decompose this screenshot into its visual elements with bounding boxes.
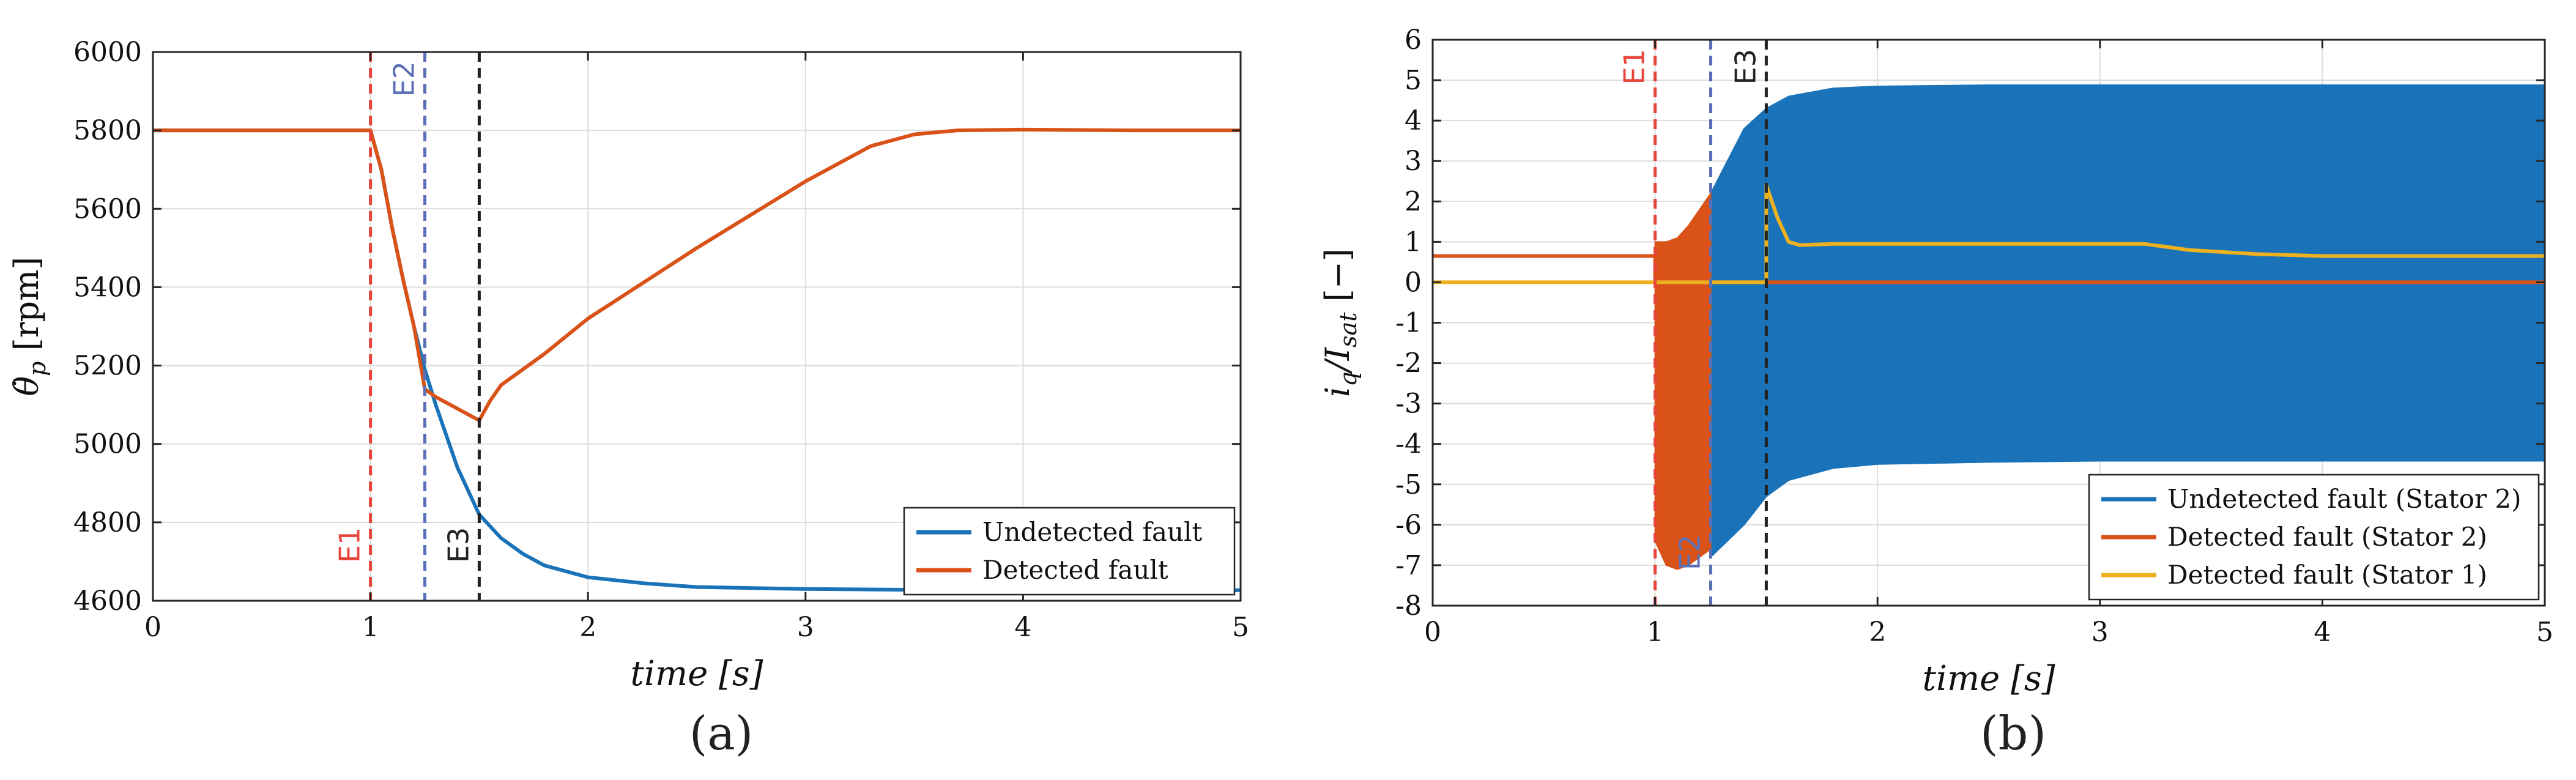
x-tick-label: 4 (2314, 617, 2331, 648)
y-tick-label: -5 (1395, 469, 1422, 500)
x-tick-label: 4 (1014, 612, 1031, 643)
legend: Undetected fault (Stator 2) Detected faul… (2088, 474, 2540, 601)
y-tick-label: -3 (1395, 388, 1422, 420)
y-tick-label: 6000 (73, 37, 142, 68)
x-tick-label: 3 (2092, 617, 2109, 648)
x-tick-label: 0 (144, 612, 161, 643)
y-tick-label: -6 (1395, 510, 1422, 541)
x-axis-label: time [s] (1923, 659, 2055, 699)
x-tick-label: 3 (797, 612, 814, 643)
event-label-e3: E3 (1729, 49, 1762, 84)
axes-frame (152, 51, 1242, 602)
x-tick-label: 2 (579, 612, 596, 643)
legend-box (2088, 474, 2540, 601)
legend-entry: Detected fault (Stator 2) (2167, 522, 2487, 552)
y-tick-label: -8 (1395, 590, 1422, 622)
y-tick-label: 2 (1405, 186, 1422, 217)
legend: Undetected fault Detected fault (903, 507, 1236, 596)
y-tick-label: -1 (1395, 308, 1422, 339)
y-tick-label: 6 (1405, 24, 1422, 56)
panel-label: (b) (1980, 706, 2046, 760)
x-axis-label: time [s] (631, 654, 763, 694)
y-tick-label: 1 (1405, 226, 1422, 258)
y-tick-label: -2 (1395, 348, 1422, 379)
x-tick-label: 0 (1424, 617, 1441, 648)
legend-entry: Undetected fault (Stator 2) (2167, 484, 2521, 514)
y-tick-label: 4800 (73, 507, 142, 538)
y-tick-label: 5600 (73, 193, 142, 225)
series-detected-fault-stator-2-oscillation (1654, 191, 1712, 570)
y-tick-label: 5000 (73, 429, 142, 460)
x-tick-label: 1 (362, 612, 379, 643)
y-tick-label: 5 (1405, 65, 1422, 96)
legend-entry: Detected fault (982, 555, 1168, 585)
y-tick-label: 4 (1405, 105, 1422, 136)
panel-label: (a) (689, 706, 754, 760)
x-tick-label: 5 (2536, 617, 2553, 648)
event-label-e3: E3 (442, 527, 475, 563)
event-label-e2: E2 (1674, 535, 1707, 570)
x-tick-label: 5 (1232, 612, 1249, 643)
y-tick-label: 5200 (73, 351, 142, 382)
y-tick-label: -7 (1395, 550, 1422, 581)
series-detected-fault-line (153, 127, 1241, 423)
event-label-e1: E1 (333, 527, 366, 563)
event-label-e1: E1 (1618, 49, 1651, 84)
y-tick-label: 3 (1405, 146, 1422, 177)
x-tick-label: 1 (1647, 617, 1664, 648)
chart-panel-a: E1 E2 E3 0 1 2 3 4 5 4600 4800 5000 5200 5400 5600 5800… (7, 37, 1249, 760)
x-tick-label: 2 (1869, 617, 1886, 648)
legend-entry: Undetected fault (982, 517, 1202, 547)
chart-panel-b: E1 E2 E3 0 1 2 3 4 5 -8 -7 -6 -5 -4 -3 -2 -1 0 1 2 3 4 5 6 time … (1318, 24, 2553, 760)
y-tick-label: 5400 (73, 272, 142, 303)
y-axis-label: θ̇p [rpm] (7, 257, 51, 396)
y-axis-label: iq/Isat [−] (1318, 248, 1362, 397)
y-tick-label: 5800 (73, 115, 142, 146)
y-tick-label: 4600 (73, 585, 142, 617)
legend-entry: Detected fault (Stator 1) (2167, 560, 2487, 590)
event-label-e2: E2 (388, 61, 421, 97)
legend-box (903, 507, 1236, 596)
y-tick-label: -4 (1395, 429, 1422, 460)
y-tick-label: 0 (1405, 267, 1422, 298)
